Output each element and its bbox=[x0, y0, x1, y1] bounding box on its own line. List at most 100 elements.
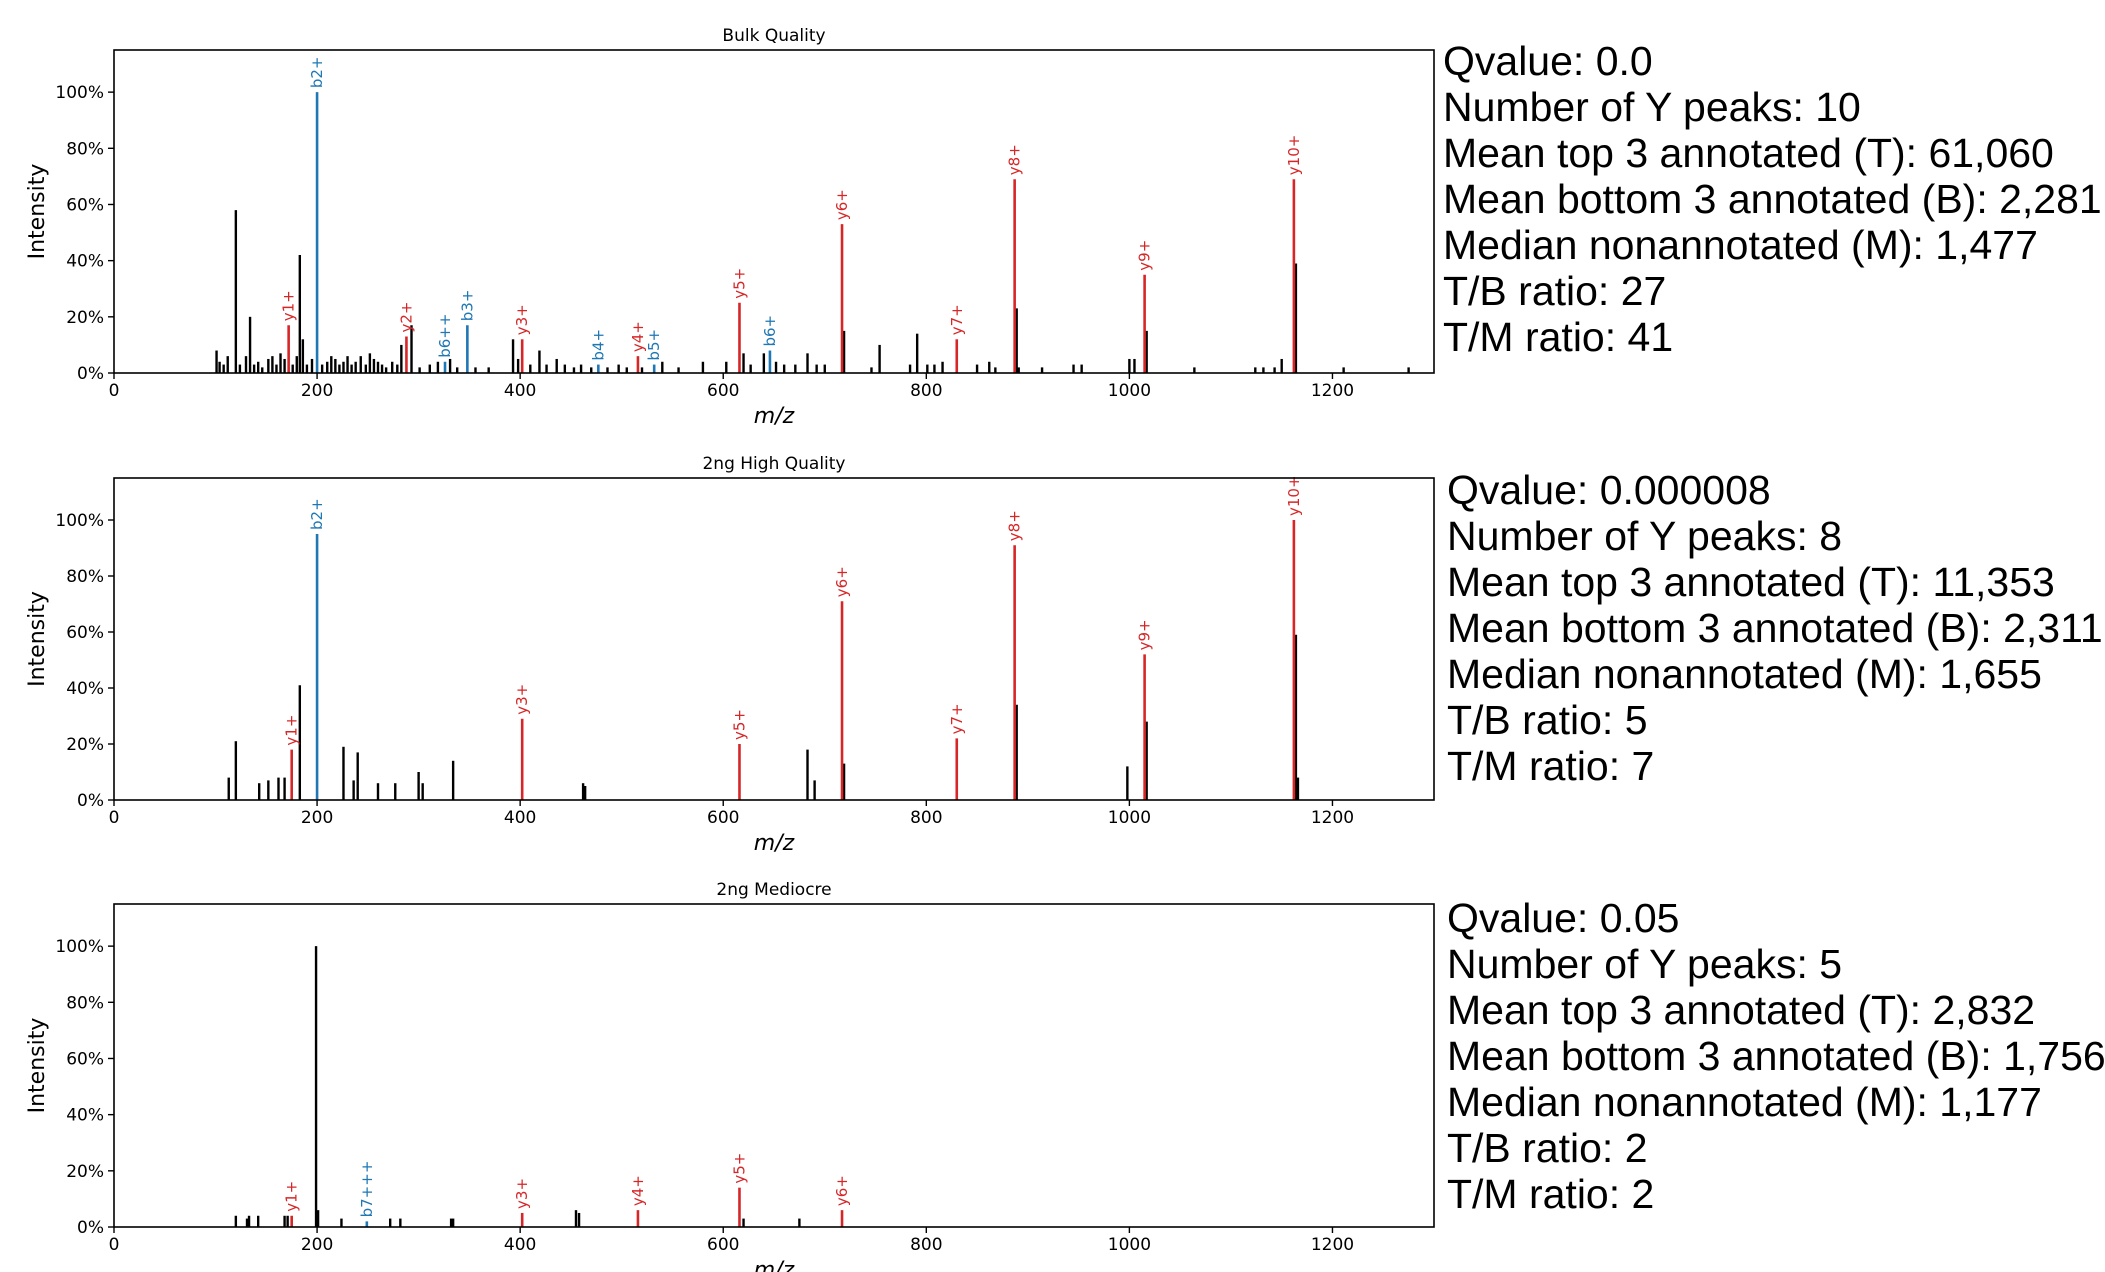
peak-label-b6p: b6+ bbox=[761, 315, 779, 347]
stats-box-bulk-quality: Qvalue: 0.0 Number of Y peaks: 10 Mean t… bbox=[1443, 38, 2102, 360]
y-tick-label: 60% bbox=[66, 1049, 104, 1069]
mean-bottom-text: Mean bottom 3 annotated (B): 1,756 bbox=[1447, 1033, 2105, 1079]
y-peaks-text: Number of Y peaks: 5 bbox=[1447, 941, 1843, 987]
peak-label-y10p: y10+ bbox=[1285, 135, 1303, 176]
peak-label-y1p: y1+ bbox=[280, 290, 298, 321]
y-tick-label: 20% bbox=[66, 1162, 104, 1182]
y-tick-label: 20% bbox=[66, 735, 104, 755]
chart-title: Bulk Quality bbox=[722, 26, 825, 46]
stats-box-2ng-high-quality: Qvalue: 0.000008 Number of Y peaks: 8 Me… bbox=[1447, 467, 2103, 789]
tm-ratio-text: T/M ratio: 41 bbox=[1443, 314, 1674, 360]
axes-frame bbox=[113, 49, 1435, 374]
spectrum-panel-bulk-quality: Bulk Quality y1+ b2+ y2+ b6++b3+ y3+ b4+ y4+b5+… bbox=[25, 26, 1435, 429]
peak-label-b6pp: b6++ bbox=[436, 314, 454, 358]
y-tick-label: 0% bbox=[77, 1218, 104, 1238]
x-tick-label: 800 bbox=[910, 808, 942, 828]
y-tick-label: 0% bbox=[77, 364, 104, 384]
chart-title: 2ng High Quality bbox=[702, 454, 845, 474]
y-peaks-text: Number of Y peaks: 8 bbox=[1447, 513, 1843, 559]
x-tick-label: 400 bbox=[504, 1235, 536, 1255]
peak-label-b2p: b2+ bbox=[308, 56, 326, 88]
x-tick-label: 200 bbox=[301, 808, 333, 828]
peak-label-y4p: y4+ bbox=[629, 321, 647, 352]
mean-top-text: Mean top 3 annotated (T): 2,832 bbox=[1447, 987, 2036, 1033]
x-axis-label: m/z bbox=[754, 1258, 795, 1272]
chart-title: 2ng Mediocre bbox=[716, 880, 831, 900]
x-tick-label: 1000 bbox=[1108, 1235, 1151, 1255]
peak-label-y2p: y2+ bbox=[397, 301, 415, 332]
peak-label-y10p: y10+ bbox=[1285, 475, 1303, 516]
qvalue-text: Qvalue: 0.0 bbox=[1443, 38, 1653, 84]
x-axis-label: m/z bbox=[754, 404, 795, 429]
x-tick-label: 1000 bbox=[1108, 381, 1151, 401]
y-peaks-text: Number of Y peaks: 10 bbox=[1443, 84, 1861, 130]
peak-label-y8p: y8+ bbox=[1006, 144, 1024, 175]
spectrum-panel-2ng-mediocre: 2ng Mediocre y1+ b7+++ y3+ y4+ y5+ y6+ 0 200 400 6… bbox=[25, 880, 1435, 1272]
peak-label-b3p: b3+ bbox=[458, 290, 476, 322]
x-tick-label: 400 bbox=[504, 381, 536, 401]
y-tick-label: 80% bbox=[66, 993, 104, 1013]
x-tick-label: 0 bbox=[109, 381, 120, 401]
peak-label-y3p: y3+ bbox=[513, 684, 531, 715]
peak-label-y5p: y5+ bbox=[730, 709, 748, 740]
tm-ratio-text: T/M ratio: 7 bbox=[1447, 743, 1655, 789]
x-tick-label: 600 bbox=[707, 381, 739, 401]
mean-bottom-text: Mean bottom 3 annotated (B): 2,281 bbox=[1443, 176, 2102, 222]
peak-label-y1p: y1+ bbox=[283, 1181, 301, 1212]
x-tick-label: 200 bbox=[301, 381, 333, 401]
peak-label-y1p: y1+ bbox=[283, 715, 301, 746]
qvalue-text: Qvalue: 0.05 bbox=[1447, 895, 1680, 941]
peak-label-y6p: y6+ bbox=[833, 1175, 851, 1206]
tb-ratio-text: T/B ratio: 5 bbox=[1447, 697, 1648, 743]
peak-label-b7ppp: b7+++ bbox=[358, 1161, 376, 1218]
tm-ratio-text: T/M ratio: 2 bbox=[1447, 1171, 1655, 1217]
y-tick-label: 100% bbox=[55, 83, 104, 103]
peak-label-y3p: y3+ bbox=[513, 1178, 531, 1209]
peak-label-y6p: y6+ bbox=[833, 189, 851, 220]
median-nonannotated-text: Median nonannotated (M): 1,655 bbox=[1447, 651, 2042, 697]
y-tick-label: 0% bbox=[77, 791, 104, 811]
x-tick-label: 1200 bbox=[1311, 381, 1354, 401]
y-tick-label: 100% bbox=[55, 937, 104, 957]
peak-label-b5p: b5+ bbox=[645, 329, 663, 361]
x-tick-label: 400 bbox=[504, 808, 536, 828]
x-tick-label: 600 bbox=[707, 808, 739, 828]
peak-label-y5p: y5+ bbox=[730, 1153, 748, 1184]
peak-label-y7p: y7+ bbox=[948, 703, 966, 734]
peak-label-y8p: y8+ bbox=[1006, 510, 1024, 541]
tb-ratio-text: T/B ratio: 27 bbox=[1443, 268, 1667, 314]
x-tick-label: 800 bbox=[910, 1235, 942, 1255]
axes-frame bbox=[113, 477, 1435, 801]
peak-label-b2p: b2+ bbox=[308, 498, 326, 530]
x-axis-label: m/z bbox=[754, 831, 795, 856]
median-nonannotated-text: Median nonannotated (M): 1,477 bbox=[1443, 222, 2038, 268]
tb-ratio-text: T/B ratio: 2 bbox=[1447, 1125, 1648, 1171]
y-tick-label: 80% bbox=[66, 139, 104, 159]
axes-frame bbox=[113, 903, 1435, 1228]
x-tick-label: 0 bbox=[109, 808, 120, 828]
median-nonannotated-text: Median nonannotated (M): 1,177 bbox=[1447, 1079, 2042, 1125]
x-tick-label: 600 bbox=[707, 1235, 739, 1255]
x-tick-label: 200 bbox=[301, 1235, 333, 1255]
x-tick-label: 800 bbox=[910, 381, 942, 401]
peak-label-y7p: y7+ bbox=[948, 304, 966, 335]
qvalue-text: Qvalue: 0.000008 bbox=[1447, 467, 1771, 513]
y-tick-label: 100% bbox=[55, 511, 104, 531]
stats-box-2ng-mediocre: Qvalue: 0.05 Number of Y peaks: 5 Mean t… bbox=[1447, 895, 2105, 1217]
mean-top-text: Mean top 3 annotated (T): 11,353 bbox=[1447, 559, 2055, 605]
y-axis-label: Intensity bbox=[25, 1018, 50, 1114]
peak-label-y9p: y9+ bbox=[1136, 240, 1154, 271]
y-tick-label: 20% bbox=[66, 308, 104, 328]
peak-label-y4p: y4+ bbox=[629, 1175, 647, 1206]
y-tick-label: 40% bbox=[66, 1106, 104, 1126]
peak-label-y3p: y3+ bbox=[513, 304, 531, 335]
spectrum-panel-2ng-high-quality: 2ng High Quality y1+ b2+ y3+ y5+ y6+ y7+ y8+ y9+… bbox=[25, 454, 1435, 856]
y-tick-label: 40% bbox=[66, 679, 104, 699]
peak-label-y6p: y6+ bbox=[833, 566, 851, 597]
peak-label-y5p: y5+ bbox=[730, 268, 748, 299]
y-tick-label: 60% bbox=[66, 195, 104, 215]
x-tick-label: 1000 bbox=[1108, 808, 1151, 828]
peak-label-b4p: b4+ bbox=[589, 329, 607, 361]
x-tick-label: 0 bbox=[109, 1235, 120, 1255]
